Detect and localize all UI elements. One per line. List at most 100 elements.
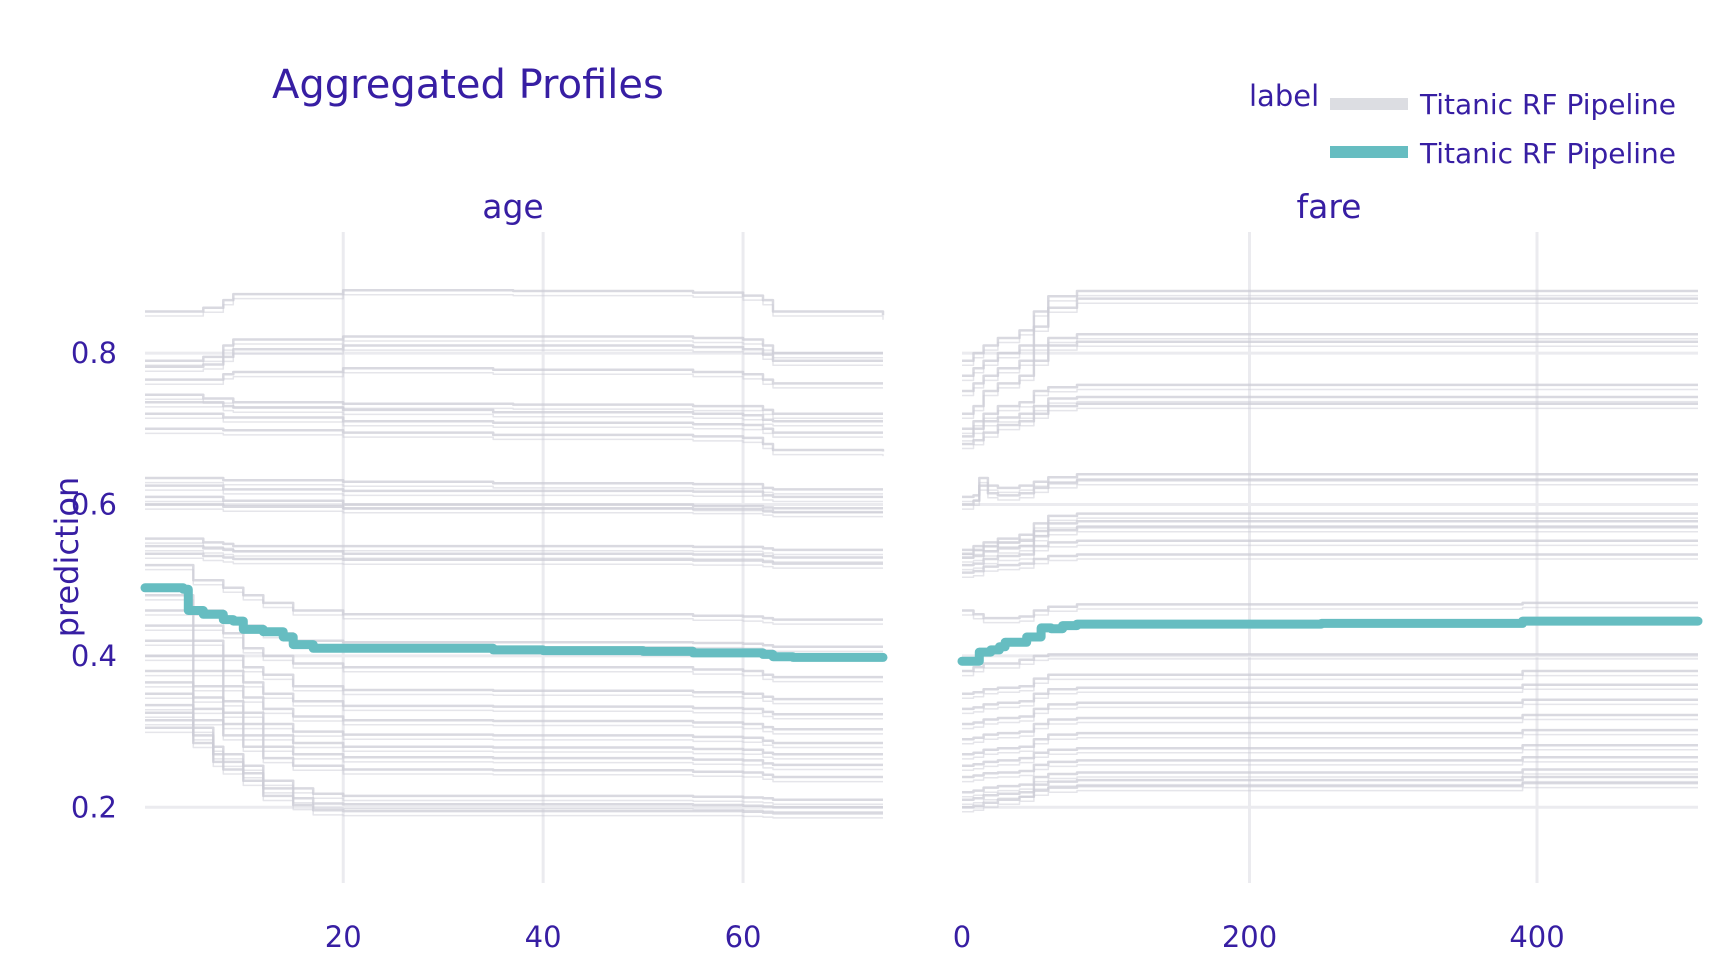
profile-line	[145, 481, 883, 495]
profile-line	[145, 432, 884, 457]
x-tick-label: 60	[725, 920, 762, 954]
profile-line	[145, 508, 883, 518]
profile-line	[145, 731, 883, 819]
legend-item-profiles[interactable]: Titanic RF Pipeline	[1330, 88, 1676, 121]
profile-line	[145, 674, 883, 749]
aggregated-profile-line[interactable]	[140, 583, 888, 662]
x-tick-label: 0	[953, 920, 971, 954]
profile-line	[145, 614, 883, 683]
profile-line	[962, 703, 1698, 730]
profile-line	[962, 786, 1698, 813]
profile-line	[962, 519, 1698, 555]
legend-title: label	[1249, 79, 1319, 113]
profile-line	[145, 681, 883, 756]
profile-line	[145, 609, 883, 679]
profile-line	[962, 558, 1698, 578]
panel-title-fare: fare	[1297, 187, 1362, 226]
profile-line	[962, 479, 1698, 506]
profile-line	[145, 692, 883, 767]
profile-line	[145, 503, 883, 514]
profile-line	[145, 537, 883, 552]
profile-line	[962, 297, 1698, 378]
profile-line	[962, 539, 1698, 567]
y-tick-label: 0.2	[71, 790, 117, 824]
profile-line	[962, 525, 1698, 559]
profile-line	[962, 345, 1698, 419]
y-tick-label: 0.4	[71, 639, 117, 673]
profile-line	[145, 669, 883, 745]
profile-line	[962, 383, 1698, 431]
profile-line	[145, 552, 883, 565]
profile-line	[962, 340, 1698, 415]
profile-line	[145, 654, 883, 731]
profile-line	[145, 393, 883, 415]
profile-line	[145, 489, 883, 503]
profile-line	[962, 388, 1698, 435]
profile-line	[145, 703, 883, 779]
profile-line	[145, 349, 883, 373]
profile-line	[145, 294, 884, 320]
profile-line	[962, 302, 1698, 382]
profile-line	[962, 733, 1698, 760]
x-tick-label: 400	[1509, 920, 1564, 954]
profile-line	[145, 289, 885, 316]
profile-line	[962, 718, 1698, 745]
profile-line	[145, 544, 883, 559]
profile-line	[962, 553, 1698, 574]
profile-line	[145, 412, 883, 434]
profile-line	[962, 402, 1698, 446]
profile-line	[962, 484, 1698, 510]
profile-line	[962, 544, 1698, 571]
profile-line	[962, 407, 1698, 450]
profile-line	[145, 629, 883, 705]
y-tick-label: 0.6	[71, 488, 117, 522]
profile-line	[962, 658, 1698, 677]
profile-line	[962, 531, 1698, 563]
profile-line	[962, 606, 1698, 624]
profile-line	[145, 568, 883, 625]
y-tick-label: 0.8	[71, 336, 117, 370]
profile-line	[145, 659, 883, 735]
profile-line	[962, 337, 1698, 397]
chart-title: Aggregated Profiles	[272, 62, 664, 108]
profile-line	[145, 563, 883, 621]
profile-line	[962, 749, 1698, 771]
panel-fare: 0 200 400	[953, 232, 1703, 954]
x-tick-label: 200	[1222, 920, 1277, 954]
profile-line	[145, 686, 883, 760]
profile-line	[962, 669, 1698, 696]
panel-age: 20 40 60 0.2 0.4 0.6 0.8	[71, 232, 888, 954]
profile-line	[962, 294, 1698, 366]
profile-line	[962, 653, 1698, 673]
profile-line	[145, 476, 883, 491]
profile-line	[145, 495, 883, 510]
profile-line	[962, 601, 1698, 620]
profile-line	[145, 644, 883, 720]
legend-label-aggregate: Titanic RF Pipeline	[1419, 137, 1676, 170]
legend: label Titanic RF Pipeline Titanic RF Pip…	[1249, 79, 1676, 170]
profile-line	[145, 557, 883, 569]
profile-line	[962, 674, 1698, 700]
panel-title-age: age	[482, 187, 543, 226]
profile-line	[962, 512, 1698, 552]
x-tick-label: 20	[325, 920, 362, 954]
x-tick-label: 40	[525, 920, 562, 954]
profile-line	[962, 395, 1698, 438]
profile-line	[145, 427, 885, 452]
y-axis-title: prediction	[48, 477, 86, 638]
profile-line	[145, 484, 883, 499]
legend-label-profiles: Titanic RF Pipeline	[1419, 88, 1676, 121]
profile-line	[962, 688, 1698, 715]
profile-line	[145, 708, 883, 783]
profile-line	[145, 372, 883, 389]
profile-line	[145, 344, 883, 368]
profile-line	[145, 697, 883, 771]
legend-item-aggregate[interactable]: Titanic RF Pipeline	[1330, 137, 1676, 170]
aggregated-profile-line[interactable]	[957, 616, 1703, 666]
profile-line	[962, 761, 1698, 783]
profile-line	[145, 417, 883, 438]
profile-line	[145, 624, 883, 701]
profile-line	[145, 639, 883, 716]
